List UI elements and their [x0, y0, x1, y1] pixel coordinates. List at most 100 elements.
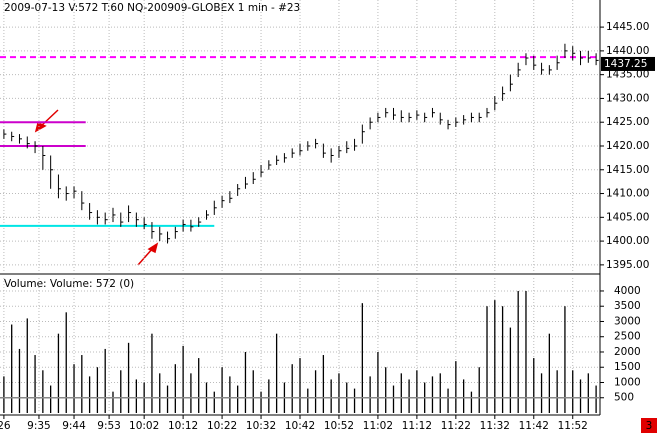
- price-bar: [548, 65, 552, 75]
- price-bar: [470, 112, 474, 123]
- price-bar: [416, 110, 420, 120]
- price-bar: [65, 186, 69, 201]
- x-tick-label: 10:42: [285, 420, 315, 432]
- arrow: [34, 109, 59, 133]
- x-tick-label: 10:52: [324, 420, 354, 432]
- price-bar: [221, 195, 225, 208]
- price-bar: [151, 222, 155, 239]
- x-tick-label: 11:12: [402, 420, 432, 432]
- price-bar: [205, 210, 209, 220]
- price-bar: [595, 53, 599, 66]
- price-bar: [252, 172, 256, 185]
- price-bar: [11, 131, 15, 142]
- price-bar: [455, 117, 459, 127]
- price-bar: [541, 62, 545, 75]
- price-bar: [393, 107, 397, 120]
- price-bar: [424, 112, 428, 123]
- price-bar: [463, 115, 467, 125]
- price-bar: [81, 191, 85, 211]
- price-bar: [89, 203, 93, 220]
- price-bar: [580, 50, 584, 66]
- x-tick-label: 10:32: [246, 420, 276, 432]
- price-bar: [431, 107, 435, 118]
- x-tick-label: 10:12: [168, 420, 198, 432]
- price-bar: [369, 117, 373, 130]
- price-bar: [112, 207, 116, 223]
- volume-title: Volume: Volume: 572 (0): [4, 278, 134, 290]
- price-bar: [237, 184, 241, 196]
- price-bar: [120, 212, 124, 227]
- chart-title: 2009-07-13 V:572 T:60 NQ-200909-GLOBEX 1…: [4, 2, 300, 14]
- x-tick-label: 11:32: [480, 420, 510, 432]
- page-badge: 3: [646, 420, 653, 432]
- y-tick-label: 1400.00: [606, 235, 649, 247]
- last-price-label: 1437.25: [604, 58, 647, 70]
- price-bar: [260, 165, 264, 177]
- price-bar: [564, 43, 568, 59]
- price-bar: [587, 50, 591, 63]
- x-tick-label: 11:22: [441, 420, 471, 432]
- price-bar: [213, 200, 217, 215]
- y-tick-label: 1410.00: [606, 188, 649, 200]
- price-bar: [299, 143, 303, 156]
- price-bar: [291, 148, 295, 158]
- price-bar: [198, 217, 202, 227]
- price-bar: [167, 231, 171, 244]
- price-bar: [159, 226, 163, 242]
- y-tick-label: 1425.00: [606, 116, 649, 128]
- volume-tick-label: 4000: [614, 285, 641, 297]
- price-bar: [307, 141, 311, 151]
- price-bar: [533, 55, 537, 70]
- price-bar: [42, 145, 46, 170]
- price-bar: [57, 174, 61, 199]
- price-bar: [478, 112, 482, 123]
- price-bar: [73, 186, 77, 199]
- price-bar: [143, 217, 147, 230]
- x-tick-label: 10:22: [207, 420, 237, 432]
- price-bar: [283, 153, 287, 163]
- volume-tick-label: 500: [614, 392, 634, 404]
- price-bar: [509, 74, 513, 92]
- x-tick-label: 26: [0, 420, 11, 432]
- y-tick-label: 1445.00: [606, 21, 649, 33]
- x-tick-label: 10:02: [129, 420, 159, 432]
- price-bar: [3, 129, 7, 139]
- price-bar: [268, 160, 272, 170]
- page-badge-box: [641, 418, 657, 433]
- price-bar: [34, 141, 38, 154]
- volume-tick-label: 3000: [614, 315, 641, 327]
- price-bar: [128, 205, 132, 223]
- price-bar: [330, 148, 334, 163]
- price-bar: [361, 124, 365, 144]
- price-bar: [572, 46, 576, 61]
- price-bar: [346, 141, 350, 154]
- price-bar: [244, 176, 248, 189]
- price-bar: [190, 219, 194, 232]
- y-tick-label: 1435.00: [606, 69, 649, 81]
- price-bar: [556, 55, 560, 70]
- y-tick-label: 1415.00: [606, 164, 649, 176]
- x-tick-label: 9:53: [97, 420, 121, 432]
- last-price-box: [601, 56, 655, 71]
- x-tick-label: 11:52: [558, 420, 588, 432]
- price-bar: [400, 110, 404, 123]
- price-bar: [50, 155, 54, 189]
- volume-tick-label: 2000: [614, 346, 641, 358]
- x-tick-label: 11:02: [363, 420, 393, 432]
- price-bar: [26, 136, 30, 149]
- price-bar: [354, 138, 358, 151]
- x-tick-label: 9:35: [27, 420, 51, 432]
- price-bar: [517, 62, 521, 78]
- price-bar: [338, 145, 342, 158]
- price-bar: [96, 210, 100, 225]
- price-bar: [377, 112, 381, 123]
- price-bar: [447, 119, 451, 130]
- arrow: [137, 242, 159, 266]
- price-bar: [502, 86, 506, 101]
- price-bar: [322, 143, 326, 158]
- price-bar: [439, 112, 443, 125]
- x-tick-label: 11:42: [519, 420, 549, 432]
- y-tick-label: 1440.00: [606, 45, 649, 57]
